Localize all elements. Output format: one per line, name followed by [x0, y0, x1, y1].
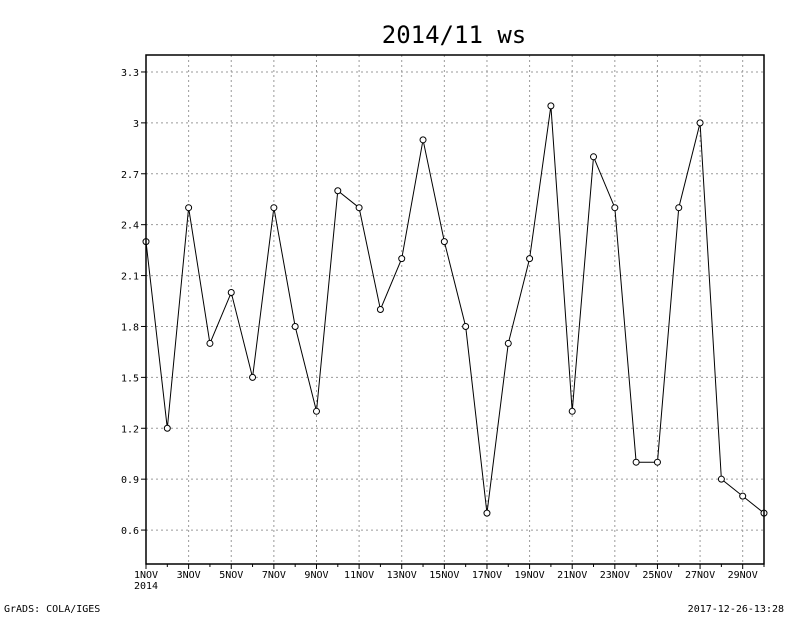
- x-axis: 1NOV 3NOV 5NOV 7NOV 9NOV 11NOV 13NOV 15NOV 17NOV…: [134, 564, 765, 592]
- footer-timestamp: 2017-12-26-13:28: [687, 604, 784, 615]
- data-point: [249, 373, 257, 381]
- data-point: [590, 153, 598, 161]
- data-point: [611, 204, 619, 212]
- chart-title: 2014/11 ws: [382, 21, 527, 49]
- data-point: [526, 255, 534, 263]
- data-point: [227, 289, 235, 297]
- x-tick-label: 9NOV: [304, 570, 328, 581]
- data-point: [163, 424, 171, 432]
- y-tick-label: 1.2: [121, 424, 139, 435]
- x-tick-label: 15NOV: [429, 570, 459, 581]
- data-point: [696, 119, 704, 127]
- data-point: [291, 322, 299, 330]
- y-tick-label: 3: [133, 119, 139, 130]
- data-point: [675, 204, 683, 212]
- y-axis: 0.6 0.9 1.2 1.5 1.8 2.1 2.4 2.7 3 3.3: [121, 68, 146, 537]
- y-tick-label: 2.7: [121, 170, 139, 181]
- y-tick-label: 2.1: [121, 272, 139, 283]
- x-tick-label: 25NOV: [642, 570, 672, 581]
- x-tick-label: 7NOV: [262, 570, 286, 581]
- data-point: [334, 187, 342, 195]
- y-tick-label: 1.8: [121, 322, 139, 333]
- data-point: [270, 204, 278, 212]
- data-point: [440, 238, 448, 246]
- plot-frame: [145, 54, 765, 565]
- y-tick-label: 3.3: [121, 68, 139, 79]
- data-point: [483, 509, 491, 517]
- x-year-label: 2014: [134, 581, 158, 592]
- x-tick-label: 27NOV: [685, 570, 715, 581]
- series-line: [145, 105, 765, 514]
- x-tick-label: 11NOV: [344, 570, 374, 581]
- x-tick-label: 13NOV: [387, 570, 417, 581]
- data-point: [568, 407, 576, 415]
- x-tick-label: 1NOV: [134, 570, 158, 581]
- data-point: [547, 102, 555, 110]
- y-tick-label: 0.6: [121, 526, 139, 537]
- y-tick-label: 0.9: [121, 475, 139, 486]
- data-point: [462, 322, 470, 330]
- y-tick-label: 2.4: [121, 221, 139, 232]
- data-point: [739, 492, 747, 500]
- data-point: [419, 136, 427, 144]
- x-tick-label: 29NOV: [728, 570, 758, 581]
- data-point: [632, 458, 640, 466]
- data-point: [206, 339, 214, 347]
- data-series: [142, 102, 768, 517]
- x-tick-label: 5NOV: [219, 570, 243, 581]
- data-point: [376, 306, 384, 313]
- x-tick-label: 21NOV: [557, 570, 587, 581]
- y-tick-label: 1.5: [121, 373, 139, 384]
- data-point: [312, 407, 320, 415]
- data-point: [398, 255, 406, 263]
- data-point: [717, 475, 725, 483]
- x-tick-label: 3NOV: [177, 570, 201, 581]
- data-point: [504, 339, 512, 347]
- grid-lines: [146, 55, 764, 564]
- data-point: [653, 458, 661, 466]
- x-tick-label: 19NOV: [515, 570, 545, 581]
- footer-credit: GrADS: COLA/IGES: [4, 604, 101, 615]
- x-tick-label: 17NOV: [472, 570, 502, 581]
- x-tick-label: 23NOV: [600, 570, 630, 581]
- data-point: [355, 204, 363, 212]
- data-point: [185, 204, 193, 212]
